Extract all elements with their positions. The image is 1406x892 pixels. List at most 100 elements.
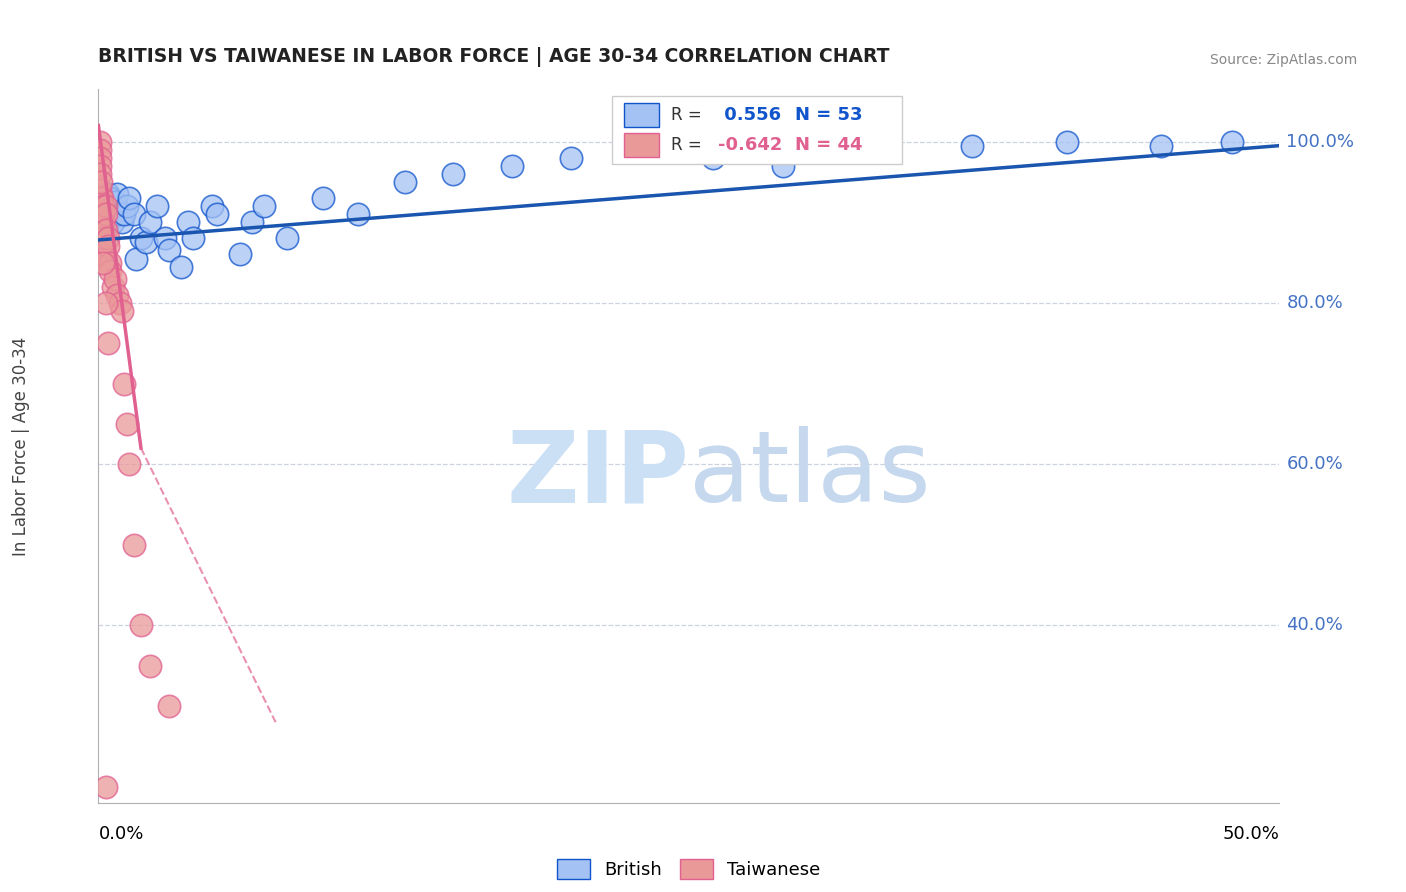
Text: 100.0%: 100.0%: [1286, 133, 1354, 151]
Text: 0.556: 0.556: [718, 106, 782, 124]
Point: [89, 183, 111, 197]
Point: [91, 207, 114, 221]
Point: [170, 260, 193, 274]
Point: [104, 271, 127, 285]
Point: [108, 296, 131, 310]
FancyBboxPatch shape: [624, 133, 659, 157]
Point: [115, 417, 138, 431]
Point: [129, 231, 152, 245]
Text: ZIP: ZIP: [506, 426, 689, 523]
Point: [90, 215, 112, 229]
Point: [105, 187, 128, 202]
Point: [98, 191, 121, 205]
Point: [129, 618, 152, 632]
Point: [139, 658, 162, 673]
Point: [702, 151, 724, 165]
Point: [98, 199, 121, 213]
Point: [90, 191, 112, 205]
Text: 50.0%: 50.0%: [1223, 825, 1279, 843]
Point: [94, 296, 117, 310]
Point: [139, 215, 162, 229]
Point: [101, 279, 124, 293]
Point: [98, 207, 121, 221]
Text: atlas: atlas: [689, 426, 931, 523]
Point: [157, 699, 180, 714]
Point: [90, 207, 112, 221]
Point: [98, 255, 121, 269]
FancyBboxPatch shape: [612, 96, 901, 164]
Point: [1220, 135, 1243, 149]
Point: [118, 457, 141, 471]
Text: N = 44: N = 44: [796, 136, 863, 154]
Point: [112, 376, 135, 391]
Point: [89, 199, 111, 213]
Point: [157, 244, 180, 258]
Point: [91, 215, 114, 229]
Point: [89, 135, 111, 149]
Point: [772, 159, 794, 173]
Point: [97, 239, 120, 253]
Point: [229, 247, 252, 261]
Point: [91, 255, 114, 269]
Point: [90, 175, 112, 189]
Legend: British, Taiwanese: British, Taiwanese: [550, 852, 828, 887]
Point: [94, 199, 117, 213]
Point: [94, 207, 117, 221]
Point: [312, 191, 335, 205]
Point: [90, 247, 112, 261]
Point: [90, 231, 112, 245]
Point: [501, 159, 523, 173]
Point: [111, 304, 134, 318]
Point: [90, 223, 112, 237]
Point: [240, 215, 263, 229]
Text: Source: ZipAtlas.com: Source: ZipAtlas.com: [1209, 53, 1357, 67]
Point: [94, 780, 117, 794]
Point: [101, 215, 124, 229]
Text: R =: R =: [671, 136, 707, 154]
Point: [91, 215, 114, 229]
Point: [181, 231, 204, 245]
Text: 40.0%: 40.0%: [1286, 616, 1343, 634]
Text: R =: R =: [671, 106, 707, 124]
Point: [1056, 135, 1078, 149]
Point: [962, 138, 984, 153]
Point: [94, 207, 117, 221]
Point: [122, 207, 145, 221]
Point: [560, 151, 582, 165]
Point: [91, 199, 114, 213]
Point: [94, 223, 117, 237]
Point: [94, 199, 117, 213]
Point: [89, 167, 111, 181]
Point: [122, 538, 145, 552]
Point: [89, 151, 111, 165]
Point: [104, 207, 127, 221]
Point: [105, 288, 128, 302]
Text: 60.0%: 60.0%: [1286, 455, 1343, 473]
Point: [115, 199, 138, 213]
Point: [347, 207, 370, 221]
Point: [125, 252, 148, 266]
Point: [97, 231, 120, 245]
Point: [91, 231, 114, 245]
Point: [91, 191, 114, 205]
Point: [98, 263, 121, 277]
Point: [177, 215, 200, 229]
Point: [97, 187, 120, 202]
Point: [205, 207, 228, 221]
Point: [112, 207, 135, 221]
Point: [91, 199, 114, 213]
Text: BRITISH VS TAIWANESE IN LABOR FORCE | AGE 30-34 CORRELATION CHART: BRITISH VS TAIWANESE IN LABOR FORCE | AG…: [98, 47, 890, 67]
Point: [135, 235, 157, 250]
Point: [101, 207, 124, 221]
Point: [90, 191, 112, 205]
Text: -0.642: -0.642: [718, 136, 783, 154]
Point: [97, 215, 120, 229]
Point: [89, 159, 111, 173]
Point: [643, 143, 665, 157]
Point: [90, 239, 112, 253]
Point: [111, 215, 134, 229]
Point: [146, 199, 169, 213]
Point: [253, 199, 276, 213]
Text: In Labor Force | Age 30-34: In Labor Force | Age 30-34: [13, 336, 30, 556]
Point: [97, 336, 120, 351]
